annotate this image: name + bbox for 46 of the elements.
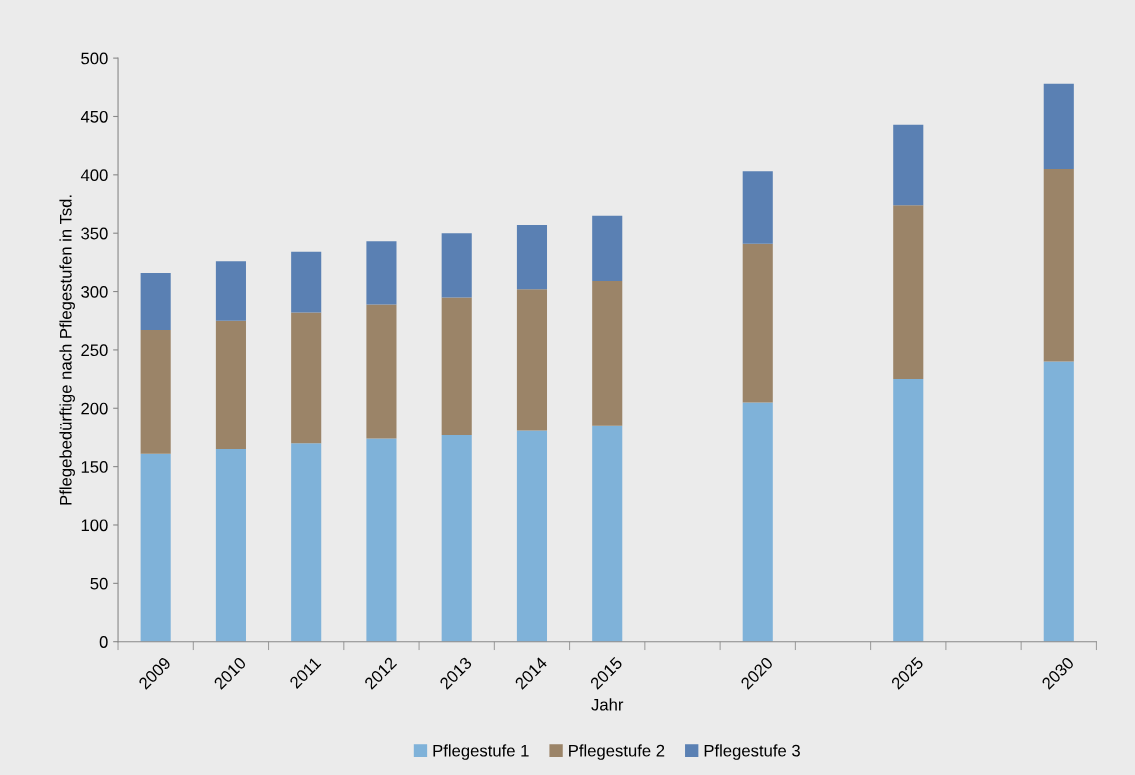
y-axis-title: Pflegebedürftige nach Pflegestufen in Tsd. <box>59 195 75 505</box>
bar <box>516 225 548 290</box>
y-tick-label: 400 <box>80 169 108 182</box>
bar <box>516 289 548 431</box>
bar <box>441 233 472 298</box>
bar <box>140 453 171 642</box>
legend-label: Pflegestufe 2 <box>569 744 665 760</box>
bar <box>893 379 924 642</box>
bar <box>592 281 623 426</box>
bar <box>140 330 171 454</box>
legend-label: Pflegestufe 3 <box>704 744 800 760</box>
bar <box>742 243 773 403</box>
bar <box>215 449 246 642</box>
bar <box>215 320 246 450</box>
bar <box>291 251 322 313</box>
bar <box>742 402 773 642</box>
bar <box>1043 361 1074 642</box>
y-tick-label: 250 <box>81 344 108 357</box>
y-tick-label: 0 <box>99 636 108 648</box>
bar <box>893 124 924 206</box>
bar <box>893 205 924 380</box>
bar <box>366 438 397 642</box>
y-tick-label: 200 <box>81 402 108 415</box>
bar <box>366 241 397 305</box>
bar <box>592 425 623 642</box>
y-tick-label: 450 <box>80 110 108 123</box>
bar <box>215 261 246 321</box>
bar <box>516 430 548 642</box>
bar <box>291 443 322 642</box>
y-tick-label: 500 <box>81 52 108 65</box>
bar <box>592 215 623 282</box>
legend-label: Pflegestufe 1 <box>433 744 529 760</box>
bar <box>291 312 322 444</box>
bar <box>1043 83 1074 169</box>
y-tick-label: 300 <box>81 285 108 298</box>
x-axis-title: Jahr <box>591 698 624 711</box>
y-tick-label: 50 <box>90 577 108 590</box>
bar <box>742 171 773 244</box>
bar <box>140 272 171 331</box>
y-tick-label: 150 <box>81 461 108 473</box>
bar <box>1043 169 1074 362</box>
y-tick-label: 350 <box>81 227 108 240</box>
bar <box>441 297 472 436</box>
y-tick-label: 100 <box>81 519 108 532</box>
bar <box>366 304 397 439</box>
bar <box>441 435 472 642</box>
